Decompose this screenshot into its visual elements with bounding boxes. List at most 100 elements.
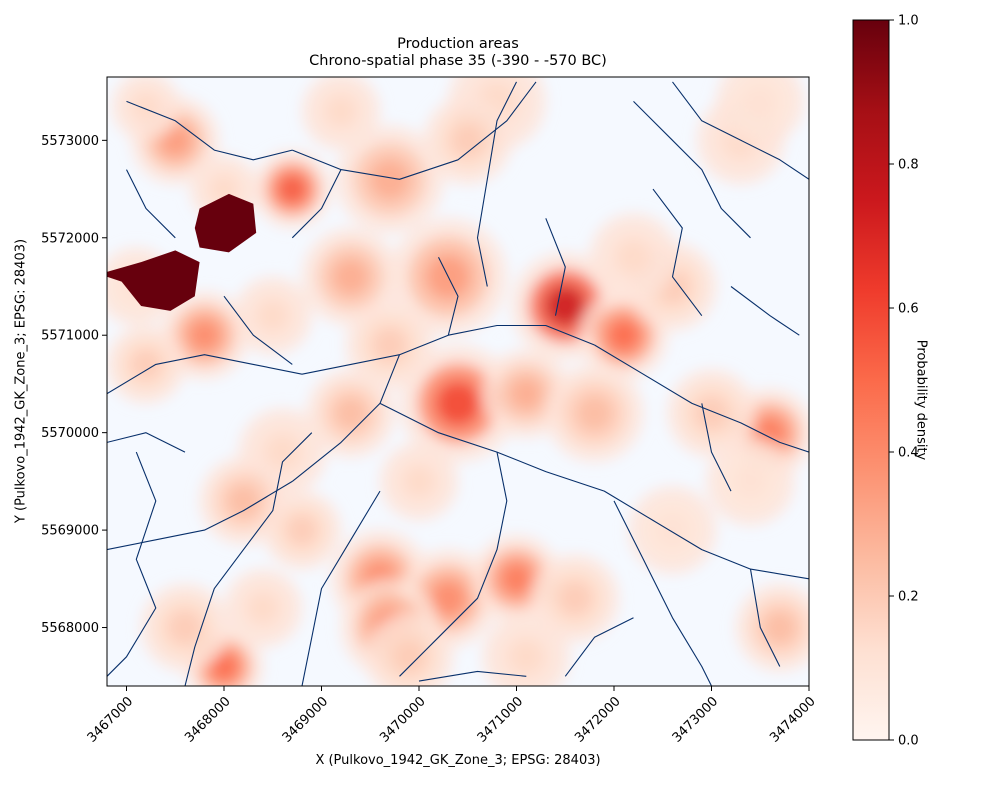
density-core: [248, 593, 278, 623]
density-blob: [141, 583, 229, 672]
x-tick-label: 3468000: [182, 694, 234, 746]
density-blob: [306, 369, 395, 458]
chart-title: Production areas: [397, 36, 519, 52]
river-segment: [418, 670, 527, 682]
colorbar-tick-label: 0.6: [898, 302, 919, 317]
density-core: [733, 464, 768, 499]
river-segment: [107, 432, 186, 453]
density-blob: [716, 77, 805, 146]
river-segment: [107, 354, 303, 395]
colorbar-tick-label: 1.0: [898, 14, 919, 29]
density-blob: [380, 442, 458, 521]
saturated-area: [107, 250, 200, 311]
colorbar-frame: [852, 19, 890, 741]
density-blob: [365, 612, 454, 686]
density-core: [226, 484, 261, 518]
density-blob: [263, 491, 341, 570]
river-segment: [399, 451, 508, 677]
river-segment: [730, 286, 800, 336]
colorbar: [853, 20, 889, 740]
density-core: [509, 640, 543, 674]
river-segment: [701, 403, 732, 492]
x-tick-label: 3469000: [280, 694, 332, 746]
density-blob: [628, 486, 717, 574]
saturated-area: [194, 193, 257, 253]
river-segment: [672, 81, 809, 180]
x-axis: 3467000 3468000 3469000 3470000 3471000 34720…: [85, 686, 819, 746]
x-tick-label: 3473000: [670, 694, 722, 746]
density-core: [334, 396, 368, 430]
river-network: [107, 81, 809, 686]
density-core: [694, 396, 729, 430]
density-layer: [107, 77, 809, 686]
density-blob: [345, 301, 434, 389]
density-core: [131, 349, 161, 380]
density-core: [265, 435, 300, 469]
density-core: [373, 328, 407, 362]
density-blob: [589, 213, 678, 302]
river-segment: [291, 354, 401, 482]
river-segment: [379, 402, 809, 580]
density-core: [369, 158, 411, 200]
river-segment: [476, 81, 517, 287]
x-tick-label: 3472000: [572, 694, 624, 746]
density-blob: [531, 554, 619, 643]
river-segment: [438, 257, 459, 336]
x-tick-label: 3467000: [85, 694, 137, 746]
density-core: [277, 174, 308, 204]
density-blob: [199, 456, 288, 545]
river-segment: [107, 480, 293, 551]
density-core: [326, 96, 356, 126]
density-blob: [482, 612, 571, 686]
density-core: [743, 84, 777, 119]
density-core: [257, 300, 288, 331]
colorbar-label: Probability density: [913, 339, 929, 461]
density-core: [404, 466, 434, 497]
density-blob: [482, 349, 571, 438]
density-core: [287, 515, 317, 545]
density-core: [509, 377, 543, 411]
y-tick-label: 5571000: [41, 329, 99, 344]
density-blob: [111, 77, 181, 141]
colorbar-tick-label: 0.0: [898, 734, 919, 749]
river-segment: [292, 81, 537, 180]
river-segment: [301, 490, 381, 686]
colorbar-tick-label: 0.8: [898, 158, 919, 173]
density-core: [763, 610, 797, 645]
river-segment: [594, 344, 809, 453]
density-core: [392, 640, 426, 674]
colorbar-ticks: 0.0 0.2 0.4 0.6 0.8 1.0: [889, 14, 919, 749]
y-tick-label: 5570000: [41, 426, 99, 441]
density-core: [544, 285, 586, 327]
density-core: [332, 258, 370, 296]
river-segment: [126, 169, 176, 239]
y-tick-label: 5572000: [41, 231, 99, 246]
river-segment: [613, 500, 712, 686]
y-tick-label: 5569000: [41, 524, 99, 539]
chart-subtitle: Chrono-spatial phase 35 (-390 - -570 BC): [309, 53, 607, 69]
plot-frame: [106, 76, 810, 687]
density-core: [499, 562, 534, 596]
river-segment: [633, 101, 751, 239]
y-axis-label: Y (Pulkovo_1942_GK_Zone_3; EPSG: 28403): [13, 238, 29, 524]
river-segment: [652, 188, 703, 317]
river-segment: [126, 100, 293, 161]
x-tick-label: 3474000: [767, 694, 819, 746]
x-axis-label: X (Pulkovo_1942_GK_Zone_3; EPSG: 28403): [315, 753, 601, 768]
density-core: [133, 93, 159, 120]
density-blob: [233, 276, 312, 355]
density-blob: [107, 325, 185, 404]
density-blob: [253, 150, 332, 229]
density-blob: [302, 228, 400, 326]
x-tick-label: 3470000: [377, 694, 429, 746]
river-segment: [749, 569, 781, 667]
y-tick-label: 5573000: [41, 134, 99, 149]
density-blob: [545, 364, 644, 462]
saturated-density-layer: [107, 193, 257, 311]
density-blob: [706, 437, 795, 526]
y-tick-label: 5568000: [41, 621, 99, 636]
river-segment: [184, 432, 313, 686]
density-core: [429, 579, 467, 617]
density-core: [451, 123, 485, 158]
